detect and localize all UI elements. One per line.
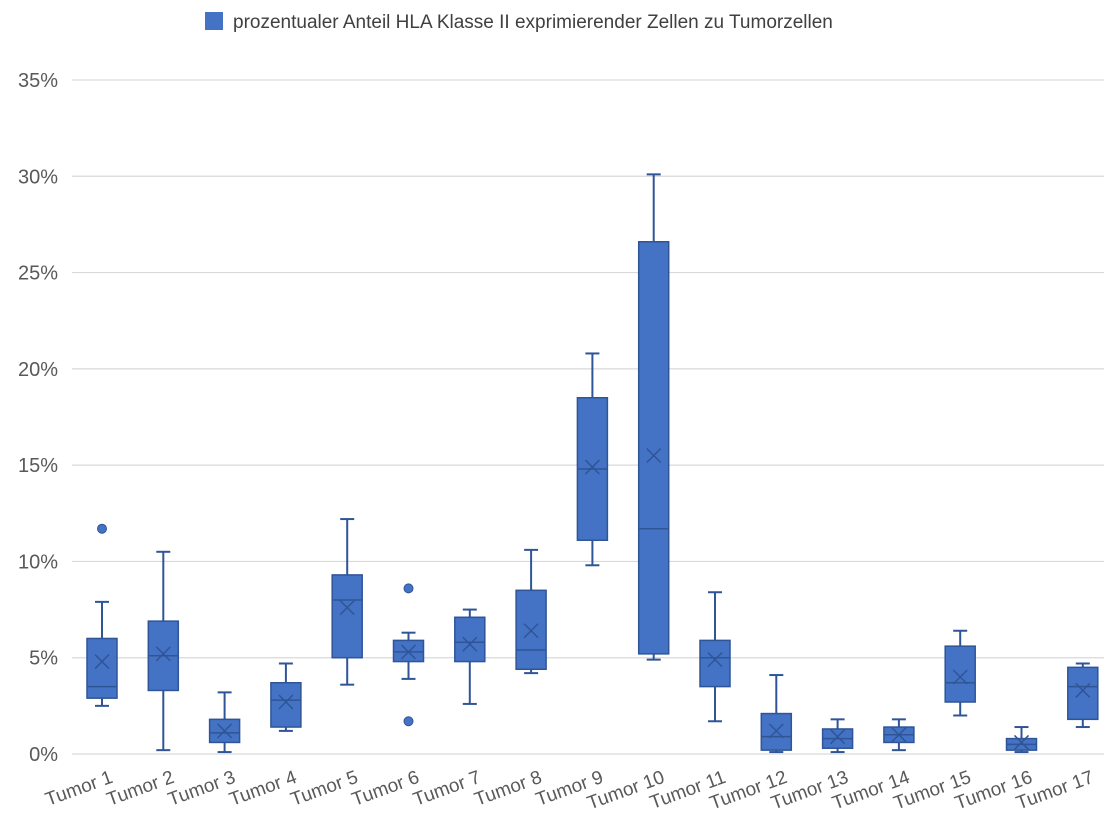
y-tick-label: 5% [29, 648, 58, 670]
x-tick-label: Tumor 2 [104, 767, 177, 811]
x-tick-label: Tumor 1 [43, 767, 116, 811]
mean-marker [891, 727, 907, 743]
y-axis-tick-labels: 0% 5% 10% 15% 20% 25% 30% 35% [18, 70, 58, 766]
mean-marker [462, 636, 478, 652]
mean-marker [830, 729, 846, 745]
box-group [821, 718, 854, 754]
box-group [331, 518, 363, 686]
box [1067, 666, 1099, 721]
box-group [944, 629, 976, 717]
y-tick-label: 10% [18, 551, 58, 573]
x-tick-label: Tumor 3 [165, 767, 238, 811]
x-tick-label: Tumor 7 [411, 767, 484, 811]
y-tick-label: 35% [18, 70, 58, 92]
outlier-point [97, 523, 107, 534]
x-tick-label: Tumor 8 [472, 767, 545, 811]
mean-marker [1075, 682, 1091, 698]
mean-marker [952, 669, 968, 685]
box [699, 639, 731, 688]
legend: prozentualer Anteil HLA Klasse II exprim… [205, 12, 833, 33]
y-tick-label: 15% [18, 455, 58, 477]
mean-marker [523, 623, 539, 639]
gridlines [72, 79, 1104, 755]
box-group [576, 352, 609, 567]
box [454, 616, 486, 663]
box-group [883, 718, 915, 752]
y-tick-label: 0% [29, 744, 58, 766]
legend-swatch [205, 12, 223, 30]
mean-marker [1013, 734, 1030, 750]
box-group [1005, 726, 1038, 754]
legend-label: prozentualer Anteil HLA Klasse II exprim… [233, 12, 833, 33]
y-tick-label: 25% [18, 263, 58, 285]
box [270, 681, 302, 728]
box [86, 637, 118, 699]
outlier-point [403, 716, 414, 727]
y-tick-label: 20% [18, 359, 58, 381]
mean-marker [339, 600, 355, 616]
boxes [86, 173, 1099, 754]
box-group [637, 173, 670, 661]
mean-marker [217, 723, 233, 739]
box-group [270, 662, 302, 732]
box-group [699, 591, 731, 723]
x-tick-label: Tumor 6 [349, 767, 422, 811]
box [944, 645, 976, 703]
box-group [1067, 662, 1099, 729]
box-group [760, 674, 793, 754]
mean-marker [94, 654, 110, 670]
box-group [454, 608, 486, 705]
outlier-point [403, 583, 414, 594]
box-group [147, 550, 180, 752]
mean-marker [155, 646, 171, 662]
box-group [515, 548, 547, 675]
box-group [208, 691, 241, 754]
mean-marker [400, 644, 417, 660]
y-tick-label: 30% [18, 166, 58, 188]
box [331, 574, 363, 659]
box-group [392, 583, 425, 727]
box [637, 241, 670, 655]
mean-marker [707, 652, 723, 668]
mean-marker [646, 447, 662, 464]
x-tick-label: Tumor 5 [288, 767, 361, 811]
x-tick-label: Tumor 4 [227, 767, 300, 811]
mean-marker [768, 723, 784, 739]
box-group [86, 523, 118, 707]
mean-marker [584, 459, 600, 475]
mean-marker [278, 694, 294, 710]
